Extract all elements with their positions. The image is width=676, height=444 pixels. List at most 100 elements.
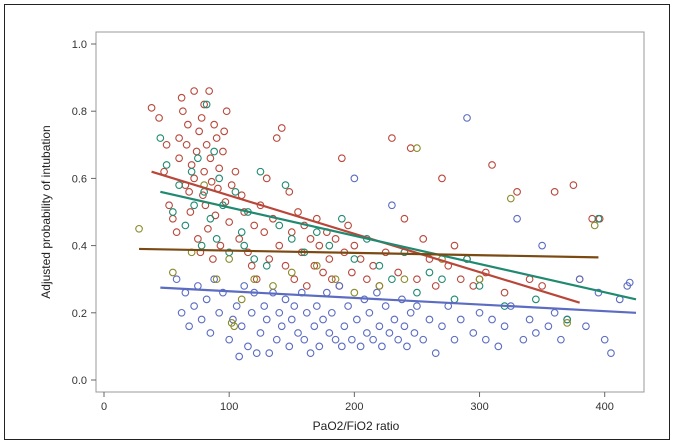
x-tick-label: 300 <box>470 401 488 413</box>
green-data-point <box>210 147 219 156</box>
blue-data-point <box>331 335 340 344</box>
x-axis: 0 100 200 300 400 <box>101 392 614 413</box>
red-data-point <box>500 288 509 297</box>
blue-data-point <box>488 315 496 324</box>
blue-data-point <box>272 335 281 344</box>
red-data-point <box>431 282 440 290</box>
green-data-point <box>215 174 224 183</box>
green-data-point <box>594 214 603 223</box>
blue-data-point <box>240 282 249 290</box>
red-data-point <box>469 282 478 290</box>
red-data-point <box>394 268 403 277</box>
red-data-point <box>310 261 319 270</box>
blue-data-point <box>513 214 521 223</box>
red-data-point <box>207 177 216 186</box>
green-data-point <box>350 255 359 263</box>
red-data-point <box>275 241 284 250</box>
blue-data-point <box>281 295 290 304</box>
red-data-point <box>272 134 281 142</box>
red-data-point <box>363 275 371 284</box>
blue-data-point <box>252 349 261 357</box>
blue-data-point <box>312 302 321 310</box>
red-data-point <box>456 275 465 284</box>
red-data-point <box>182 140 191 149</box>
red-data-point <box>388 134 396 142</box>
green-data-point <box>413 288 421 297</box>
green-data-point <box>388 275 396 284</box>
blue-data-point <box>375 322 384 331</box>
plot-area <box>95 31 645 393</box>
green-data-point <box>325 241 334 250</box>
red-data-point <box>199 191 207 200</box>
red-data-point <box>294 208 302 216</box>
red-data-point <box>419 235 428 243</box>
trend-lines <box>139 170 637 314</box>
olive-data-point <box>168 268 177 277</box>
blue-data-point <box>378 342 386 351</box>
red-data-point <box>184 120 192 129</box>
blue-data-point <box>388 201 396 210</box>
green-data-point <box>206 214 215 223</box>
y-tick-label: 0.0 <box>72 375 87 387</box>
blue-data-point <box>365 308 374 317</box>
green-data-point <box>250 255 259 263</box>
olive-data-point <box>331 275 340 284</box>
red-data-point <box>227 181 236 189</box>
green-data-point <box>438 275 446 284</box>
blue-data-point <box>262 315 271 324</box>
blue-data-point <box>475 308 484 317</box>
blue-data-point <box>419 335 428 344</box>
green-data-point <box>337 214 346 223</box>
blue-data-point <box>232 302 241 310</box>
blue-data-point <box>327 308 336 317</box>
y-axis: 0.0 0.2 0.4 0.6 0.8 1.0 <box>72 39 96 387</box>
red-data-point <box>327 275 336 284</box>
blue-data-point <box>177 308 186 317</box>
green-data-point <box>212 235 221 243</box>
red-data-point <box>315 241 324 250</box>
blue-data-point <box>172 275 181 284</box>
x-axis-title: PaO2/FiO2 ratio <box>313 419 400 433</box>
red-data-point <box>222 107 231 116</box>
red-data-point <box>569 181 578 189</box>
blue-data-point <box>235 352 244 361</box>
red-data-point <box>197 114 206 122</box>
olive-data-point <box>230 322 239 331</box>
blue-data-point <box>337 342 346 351</box>
blue-data-point <box>394 335 403 344</box>
red-data-point <box>177 93 186 102</box>
blue-data-point <box>315 342 324 351</box>
green-data-point <box>240 241 249 250</box>
blue-data-point <box>319 315 327 324</box>
blue-data-point <box>277 322 286 331</box>
green-data-point <box>312 228 321 237</box>
blue-data-point <box>185 322 193 331</box>
red-data-point <box>252 275 261 284</box>
blue-data-point <box>310 322 319 331</box>
olive-data-point <box>135 224 143 233</box>
red-data-point <box>219 147 227 156</box>
red-data-point <box>331 235 340 243</box>
red-data-point <box>302 282 311 290</box>
blue-data-point <box>406 308 415 317</box>
red-data-point <box>192 147 201 156</box>
blue-data-point <box>206 329 215 337</box>
green-data-point <box>450 295 459 304</box>
red-data-point <box>202 140 211 149</box>
red-data-point <box>235 235 244 243</box>
green-data-point <box>475 282 484 290</box>
blue-data-point <box>300 335 309 344</box>
red-data-point <box>347 268 356 277</box>
blue-data-point <box>197 315 206 324</box>
blue-data-point <box>500 322 509 331</box>
blue-data-point <box>450 335 459 344</box>
red-data-point <box>281 261 290 270</box>
red-data-point <box>438 174 446 183</box>
red-data-point <box>204 224 212 233</box>
x-tick-label: 200 <box>345 401 363 413</box>
blue-data-point <box>403 342 411 351</box>
blue-data-point <box>456 315 465 324</box>
blue-data-point <box>275 308 284 317</box>
blue-data-point <box>306 349 315 357</box>
blue-data-point <box>469 329 478 337</box>
